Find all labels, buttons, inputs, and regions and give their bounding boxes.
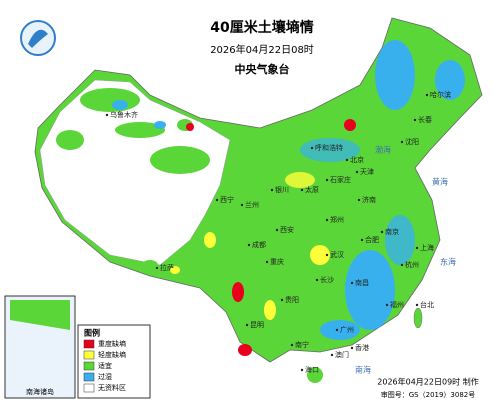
city-dot bbox=[247, 243, 251, 247]
city-label: 杭州 bbox=[405, 260, 419, 269]
city-dot bbox=[335, 328, 339, 332]
city-dot bbox=[355, 170, 359, 174]
sea-label: 渤海 bbox=[375, 145, 391, 155]
city-label: 兰州 bbox=[245, 200, 259, 209]
city-dot bbox=[400, 263, 404, 267]
city-dot bbox=[350, 281, 354, 285]
legend-swatch bbox=[83, 372, 95, 382]
footer-approval: 审图号：GS（2019）3082号 bbox=[381, 390, 476, 399]
city-label: 乌鲁木齐 bbox=[110, 110, 138, 119]
city-dot bbox=[360, 238, 364, 242]
legend-swatch bbox=[83, 361, 95, 371]
title: 40厘米土壤墒情 bbox=[210, 19, 313, 36]
city-label: 昆明 bbox=[250, 321, 264, 329]
city-label: 重庆 bbox=[270, 257, 284, 266]
city-dot bbox=[315, 278, 319, 282]
sea-label: 黄海 bbox=[432, 177, 448, 187]
inset-label: 南海诸岛 bbox=[26, 387, 54, 396]
city-dot bbox=[400, 140, 404, 144]
city-label: 南京 bbox=[385, 227, 399, 236]
legend-label: 无资料区 bbox=[98, 383, 126, 392]
city-dot bbox=[350, 346, 354, 350]
city-dot bbox=[415, 303, 419, 307]
city-label: 北京 bbox=[350, 155, 364, 164]
city-label: 呼和浩特 bbox=[315, 143, 343, 152]
legend-swatch bbox=[83, 350, 95, 360]
city-label: 澳门 bbox=[335, 350, 349, 359]
city-label: 成都 bbox=[252, 240, 266, 249]
city-dot bbox=[245, 323, 249, 327]
taiwan bbox=[413, 307, 423, 329]
city-dot bbox=[413, 118, 417, 122]
city-label: 长沙 bbox=[320, 275, 334, 284]
city-label: 广州 bbox=[340, 325, 354, 334]
city-label: 上海 bbox=[420, 243, 434, 252]
city-dot bbox=[290, 343, 294, 347]
sea-label: 东海 bbox=[440, 257, 456, 267]
legend-label: 过湿 bbox=[98, 372, 112, 381]
city-label: 合肥 bbox=[365, 235, 379, 244]
city-label: 贵阳 bbox=[285, 295, 299, 304]
legend-title: 图例 bbox=[84, 328, 100, 338]
moisture-patches bbox=[56, 40, 465, 383]
city-dot bbox=[330, 353, 334, 357]
city-label: 郑州 bbox=[330, 216, 344, 224]
city-dot bbox=[105, 113, 109, 117]
city-label: 海口 bbox=[305, 365, 319, 374]
city-label: 武汉 bbox=[330, 250, 344, 259]
city-dot bbox=[325, 218, 329, 222]
city-dot bbox=[265, 260, 269, 264]
footer-made: 2026年04月22日09时 制作 bbox=[377, 377, 478, 387]
legend-swatch bbox=[83, 383, 95, 393]
city-label: 南宁 bbox=[295, 340, 309, 349]
city-dot bbox=[300, 368, 304, 372]
city-dot bbox=[345, 158, 349, 162]
city-dot bbox=[415, 246, 419, 250]
city-label: 台北 bbox=[420, 300, 434, 309]
time: 2026年04月22日08时 bbox=[210, 43, 314, 56]
city-label: 沈阳 bbox=[405, 137, 419, 146]
city-label: 哈尔滨 bbox=[430, 90, 451, 99]
legend-swatch bbox=[83, 339, 95, 349]
city-dot bbox=[300, 188, 304, 192]
agency: 中央气象台 bbox=[235, 62, 290, 76]
city-dot bbox=[425, 93, 429, 97]
city-dot bbox=[270, 188, 274, 192]
city-label: 拉萨 bbox=[160, 263, 174, 272]
city-dot bbox=[325, 178, 329, 182]
legend-label: 轻度缺墒 bbox=[98, 350, 126, 359]
city-dot bbox=[310, 146, 314, 150]
city-dot bbox=[357, 198, 361, 202]
city-dot bbox=[240, 203, 244, 207]
city-dot bbox=[385, 303, 389, 307]
logo bbox=[20, 20, 56, 56]
city-dot bbox=[215, 198, 219, 202]
city-label: 石家庄 bbox=[330, 175, 351, 184]
city-label: 西宁 bbox=[220, 195, 234, 204]
city-label: 长春 bbox=[418, 115, 432, 124]
city-dot bbox=[275, 228, 279, 232]
city-label: 天津 bbox=[360, 168, 374, 176]
city-label: 西安 bbox=[280, 225, 294, 234]
legend-label: 适宜 bbox=[98, 361, 112, 370]
city-dot bbox=[155, 266, 159, 270]
city-label: 福州 bbox=[390, 300, 404, 309]
city-label: 济南 bbox=[362, 195, 376, 204]
city-label: 香港 bbox=[355, 343, 369, 352]
legend-label: 重度缺墒 bbox=[98, 339, 126, 348]
city-label: 南昌 bbox=[355, 278, 369, 287]
city-label: 银川 bbox=[275, 185, 289, 194]
city-dot bbox=[325, 253, 329, 257]
inset: 南海诸岛 bbox=[4, 295, 76, 399]
city-dot bbox=[380, 230, 384, 234]
city-label: 太原 bbox=[305, 185, 319, 194]
sea-label: 南海 bbox=[355, 365, 371, 375]
city-dot bbox=[280, 298, 284, 302]
